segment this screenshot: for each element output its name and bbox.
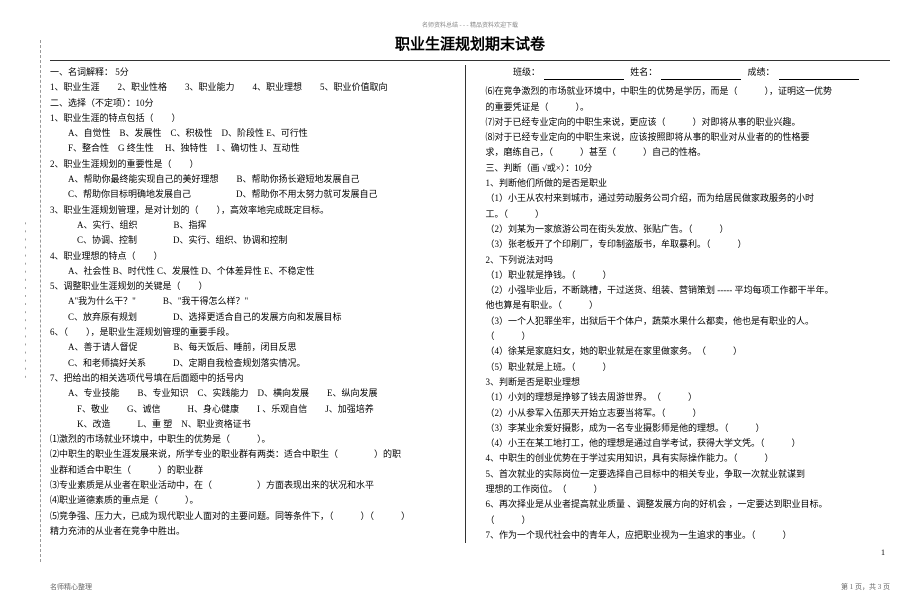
text-line: K、改造 L、重 塑 N、职业资格证书	[50, 417, 455, 432]
text-line: （1）小刘的理想是挣够了钱去周游世界。 （ ）	[486, 390, 891, 405]
text-line: 7、把给出的相关选项代号填在后面题中的括号内	[50, 371, 455, 386]
text-line: 理想的工作岗位。 （ ）	[486, 482, 891, 497]
text-line: （4）徐某是家庭妇女，她的职业就是在家里做家务。 （ ）	[486, 344, 891, 359]
text-line: 三、判断（画 √或×）：10分	[486, 161, 891, 176]
text-line: A、社会性 B、时代性 C、发展性 D、个体差异性 E、不稳定性	[50, 264, 455, 279]
class-label: 班级：	[513, 67, 540, 77]
text-line: A"我为什么干？" B、"我干得怎么样？"	[50, 294, 455, 309]
two-column-layout: 一、名词解释： 5分1、职业生涯 2、职业性格 3、职业能力 4、职业理想 5、…	[50, 60, 890, 543]
right-column: 班级： 姓名： 成绩： ⑹在竞争激烈的市场就业环境中，中职生的优势是学历，而是（…	[486, 65, 891, 543]
text-line: F、敬业 G、诚信 H、身心健康 I 、乐观自信 J、加强培养	[50, 402, 455, 417]
text-line: ⑶专业素质是从业者在职业活动中，在（ ）方面表现出来的状况和水平	[50, 478, 455, 493]
side-vertical-text: - - - - - - - - - - - - - - - - - - - -	[22, 222, 30, 380]
text-line: 1、判断他们所做的是否是职业	[486, 176, 891, 191]
text-line: A、专业技能 B、专业知识 C、实践能力 D、横向发展 E、纵向发展	[50, 386, 455, 401]
page-number: 第 1 页，共 3 页	[841, 582, 890, 592]
text-line: 4、职业理想的特点（ ）	[50, 249, 455, 264]
text-line: 他也算是有职业。（ ）	[486, 298, 891, 313]
text-line: （2）小强毕业后，不断跳槽，干过送货、组装、营销策划 ----- 平均每项工作都…	[486, 283, 891, 298]
text-line: （3）张老板开了个印刷厂，专印制盗版书，牟取暴利。（ ）	[486, 237, 891, 252]
side-dashed-line	[40, 40, 41, 562]
header-small-text: 名师资料总结 - - - 精品资料欢迎下载	[50, 20, 890, 29]
score-blank	[779, 69, 859, 80]
footer-left-text: 名师精心整理	[50, 582, 92, 592]
text-line: A、帮助你最终能实现自己的美好理想 B、帮助你扬长避短地发展自己	[50, 172, 455, 187]
text-line: （ ）	[486, 329, 891, 344]
text-line: 2、下列说法对吗	[486, 253, 891, 268]
text-line: 求，磨练自己，（ ）甚至（ ）自己的性格。	[486, 145, 891, 160]
text-line: （ ）	[486, 513, 891, 528]
text-line: 一、名词解释： 5分	[50, 65, 455, 80]
text-line: ⑻对于已经专业定向的中职生来说，应该按照即将从事的职业对从业者的的性格要	[486, 130, 891, 145]
text-line: F、整合性 G 终生性 H、独特性 I 、确切性 J、互动性	[50, 141, 455, 156]
class-blank	[544, 69, 624, 80]
text-line: 业群和适合中职生（ ）的职业群	[50, 463, 455, 478]
text-line: C、协调、控制 D、实行、组织、协调和控制	[50, 233, 455, 248]
text-line: 1、职业生涯 2、职业性格 3、职业能力 4、职业理想 5、职业价值取向	[50, 80, 455, 95]
text-line: 1、职业生涯的特点包括（ ）	[50, 111, 455, 126]
text-line: 5、调整职业生涯规划的关键是（ ）	[50, 279, 455, 294]
text-line: A、自觉性 B、发展性 C、积极性 D、阶段性 E、可行性	[50, 126, 455, 141]
text-line: 7、作为一个现代社会中的青年人，应把职业视为一生追求的事业。（ ）	[486, 528, 891, 543]
text-line: ⑷职业道德素质的重点是（ ）。	[50, 493, 455, 508]
text-line: 6、再次择业是从业者提高就业质量 、调整发展方向的好机会 ，一定要达到职业目标。	[486, 497, 891, 512]
name-label: 姓名：	[630, 67, 657, 77]
text-line: 的重要凭证是（ ）。	[486, 100, 891, 115]
text-line: （3）李某业余爱好摄影，成为一名专业摄影师是他的理想。（ ）	[486, 421, 891, 436]
text-line: ⑵中职生的职业生涯发展来说，所学专业的职业群有两类：适合中职生（ ）的职	[50, 447, 455, 462]
text-line: A、善于请人督促 B、每天饭后、睡前，闭目反思	[50, 340, 455, 355]
text-line: （2）刘某为一家旅游公司在街头发放、张贴广告。（ ）	[486, 222, 891, 237]
text-line: C、帮助你目标明确地发展自己 D、帮助你不用太努力就可发展自己	[50, 187, 455, 202]
text-line: ⑺对于已经专业定向的中职生来说，更应该（ ）对即将从事的职业兴趣。	[486, 115, 891, 130]
text-line: 6、（ ），是职业生涯规划管理的重要手段。	[50, 325, 455, 340]
student-info-line: 班级： 姓名： 成绩：	[486, 65, 891, 80]
doc-title: 职业生涯规划期末试卷	[50, 33, 890, 54]
text-line: ⑹在竞争激烈的市场就业环境中，中职生的优势是学历，而是（ ），证明这一优势	[486, 84, 891, 99]
score-label: 成绩：	[748, 67, 775, 77]
text-line: C、和老师搞好关系 D、定期自我检查规划落实情况。	[50, 356, 455, 371]
text-line: （1）职业就是挣钱。（ ）	[486, 268, 891, 283]
left-column: 一、名词解释： 5分1、职业生涯 2、职业性格 3、职业能力 4、职业理想 5、…	[50, 65, 466, 543]
name-blank	[661, 69, 741, 80]
text-line: A、实行、组织 B、指挥	[50, 218, 455, 233]
text-line: 工。（ ）	[486, 207, 891, 222]
text-line: （4）小王在某工地打工，他的理想是通过自学考试，获得大学文凭。（ ）	[486, 436, 891, 451]
text-line: 5、首次就业的实际岗位一定要选择自己目标中的相关专业，争取一次就业就谋到	[486, 467, 891, 482]
text-line: （1）小王从农村来到城市，通过劳动服务公司介绍，而为给居民做家政服务的小时	[486, 191, 891, 206]
text-line: （2）小从参军入伍那天开始立志要当将军。（ ）	[486, 406, 891, 421]
text-line: C、放弃原有规划 D、选择更适合自己的发展方向和发展目标	[50, 310, 455, 325]
text-line: ⑴激烈的市场就业环境中，中职生的优势是（ ）。	[50, 432, 455, 447]
text-line: （3）一个人犯罪坐牢，出狱后干个体户，蔬菜水果什么都卖，他也是有职业的人。	[486, 314, 891, 329]
text-line: 精力充沛的从业者在竞争中胜出。	[50, 524, 455, 539]
text-line: 2、职业生涯规划的重要性是（ ）	[50, 157, 455, 172]
page: - - - - - - - - - - - - - - - - - - - - …	[0, 0, 920, 602]
text-line: （5）职业就是上班。（ ）	[486, 360, 891, 375]
text-line: 二、选择（不定项）：10分	[50, 96, 455, 111]
text-line: 4、中职生的创业优势在于学过实用知识，具有实际操作能力。（ ）	[486, 451, 891, 466]
inline-page-number: 1	[881, 548, 885, 557]
text-line: 3、职业生涯规划管理，是对计划的（ ），高效率地完成既定目标。	[50, 203, 455, 218]
text-line: ⑸竞争强、压力大，已成为现代职业人面对的主要问题。同等条件下，（ ）（ ）	[50, 509, 455, 524]
text-line: 3、判断是否是职业理想	[486, 375, 891, 390]
